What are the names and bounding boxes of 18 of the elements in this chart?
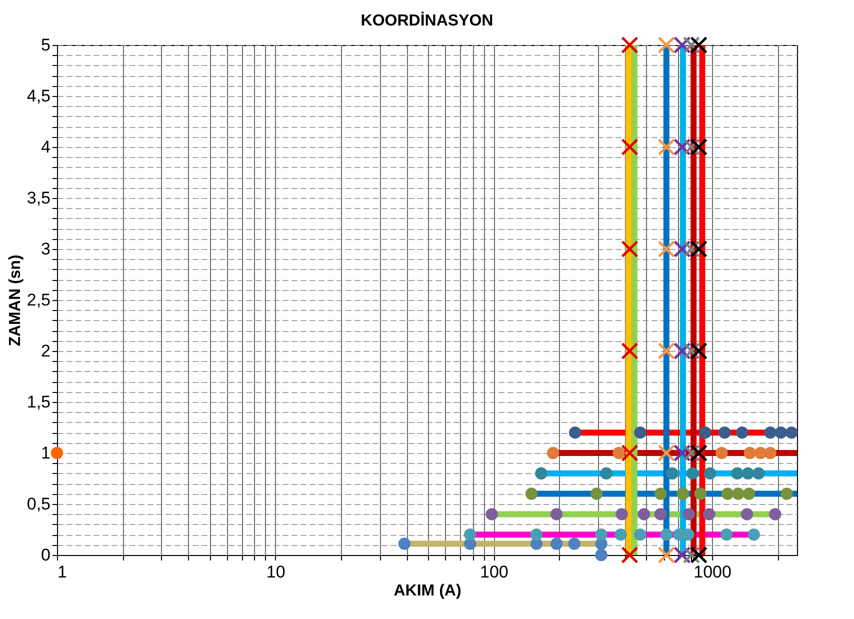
y-tick-label: 3: [41, 240, 50, 258]
y-tick-label: 1: [41, 444, 50, 462]
y-tick-label: 5: [41, 36, 50, 54]
x-tick-label: 100: [480, 562, 508, 582]
y-tick-label: 0: [41, 546, 50, 564]
x-tick-label: 1000: [694, 562, 732, 582]
y-axis-title: ZAMAN (sn): [6, 254, 24, 346]
chart-title: KOORDİNASYON: [360, 12, 494, 30]
x-axis-title: AKIM (A): [394, 582, 462, 600]
y-tick-label: 0,5: [26, 494, 50, 514]
y-tick-label: 4: [41, 138, 50, 156]
y-tick-label: 2,5: [26, 290, 50, 310]
x-tick-label: 1: [58, 562, 67, 582]
y-tick-label: 2: [41, 342, 50, 360]
x-tick-label: 10: [266, 562, 286, 582]
y-tick-label: 4,5: [26, 86, 50, 106]
y-tick-label: 3,5: [26, 188, 50, 208]
y-tick-label: 1,5: [26, 392, 50, 412]
